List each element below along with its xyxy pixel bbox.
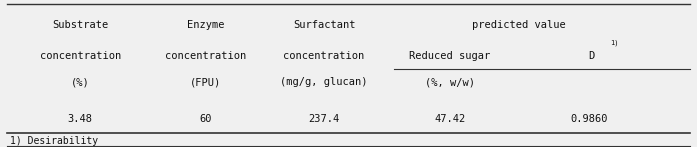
Text: Substrate: Substrate xyxy=(52,20,108,30)
Text: 47.42: 47.42 xyxy=(434,114,465,124)
Text: 1) Desirability: 1) Desirability xyxy=(10,136,98,146)
Text: 1): 1) xyxy=(611,39,619,46)
Text: D: D xyxy=(588,51,594,61)
Text: (FPU): (FPU) xyxy=(190,77,221,87)
Text: Surfactant: Surfactant xyxy=(293,20,355,30)
Text: 3.48: 3.48 xyxy=(68,114,93,124)
Text: concentration: concentration xyxy=(165,51,246,61)
Text: (mg/g, glucan): (mg/g, glucan) xyxy=(280,77,368,87)
Text: Reduced sugar: Reduced sugar xyxy=(409,51,490,61)
Text: (%, w/w): (%, w/w) xyxy=(424,77,475,87)
Text: Enzyme: Enzyme xyxy=(187,20,224,30)
Text: 0.9860: 0.9860 xyxy=(570,114,608,124)
Text: predicted value: predicted value xyxy=(473,20,566,30)
Text: 60: 60 xyxy=(199,114,212,124)
Text: (%): (%) xyxy=(71,77,89,87)
Text: 237.4: 237.4 xyxy=(309,114,339,124)
Text: concentration: concentration xyxy=(40,51,121,61)
Text: concentration: concentration xyxy=(284,51,365,61)
